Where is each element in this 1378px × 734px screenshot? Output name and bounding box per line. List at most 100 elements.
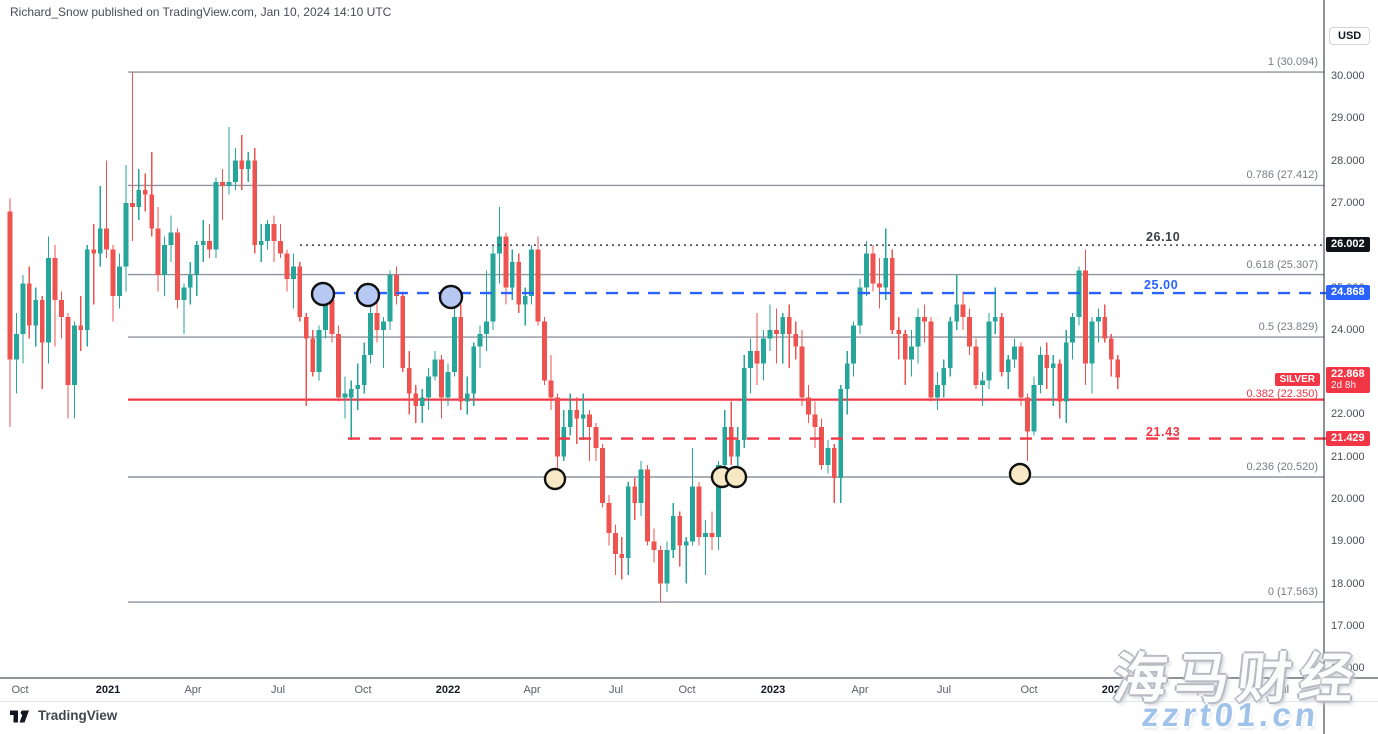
candle	[1018, 342, 1024, 406]
candle	[271, 215, 277, 263]
candle	[348, 380, 354, 440]
candle	[168, 215, 174, 263]
resistance-touch-marker-icon[interactable]	[355, 282, 381, 308]
candle	[406, 350, 412, 415]
candle	[844, 350, 850, 415]
annotation-label-21.43: 21.43	[1146, 425, 1181, 439]
time-axis-year-label: 2022	[435, 684, 461, 696]
time-axis[interactable]	[0, 679, 1378, 702]
candle	[1083, 249, 1088, 385]
candle	[574, 397, 580, 445]
candle	[1005, 355, 1011, 390]
candle	[786, 304, 792, 368]
candle	[954, 274, 960, 330]
time-axis-month-label: Apr	[184, 684, 202, 696]
candle	[484, 270, 489, 351]
candle	[342, 376, 348, 419]
candle	[46, 236, 52, 364]
candle	[767, 304, 773, 351]
resistance-touch-marker-icon[interactable]	[310, 281, 336, 307]
candle	[7, 198, 13, 428]
price-axis-label: 24.000	[1331, 323, 1365, 336]
candle	[65, 312, 71, 419]
candle	[400, 291, 406, 373]
candle	[548, 355, 554, 411]
candle	[187, 262, 193, 305]
fib-label-0: 0 (17.563)	[1267, 586, 1318, 599]
candle	[664, 541, 670, 593]
candle	[284, 249, 290, 292]
candle	[91, 224, 97, 305]
candle	[290, 253, 296, 309]
candle	[658, 545, 663, 603]
candle	[1012, 338, 1018, 368]
candle	[278, 224, 283, 258]
candle	[999, 312, 1005, 377]
price-axis-label: 27.000	[1331, 196, 1365, 209]
candle	[316, 325, 322, 381]
fib-label-0.382: 0.382 (22.350)	[1246, 387, 1318, 400]
candle	[864, 240, 869, 296]
candle	[1102, 304, 1108, 343]
candle	[329, 295, 335, 343]
currency-toggle-button[interactable]: USD	[1329, 27, 1371, 45]
price-badge-26.002: 26.002	[1326, 237, 1370, 253]
candle	[973, 338, 979, 390]
candle	[181, 283, 187, 335]
candle	[477, 325, 483, 368]
candle	[1044, 342, 1050, 390]
time-axis-year-label: 2021	[95, 684, 121, 696]
candle	[516, 253, 522, 313]
candle	[535, 236, 541, 326]
candle	[1070, 312, 1075, 360]
candle	[1063, 329, 1069, 423]
candle	[155, 207, 161, 292]
price-axis-label: 19.000	[1331, 535, 1365, 548]
candle	[889, 249, 895, 335]
support-touch-marker-icon[interactable]	[543, 467, 567, 491]
candle	[175, 228, 180, 309]
candle	[136, 169, 142, 220]
candle	[1038, 346, 1043, 394]
price-badge-21.429: 21.429	[1326, 430, 1370, 446]
time-axis-month-label: Apr	[523, 684, 541, 696]
candle	[690, 448, 696, 546]
candle	[1095, 308, 1101, 343]
candle	[561, 410, 567, 461]
candle	[97, 185, 103, 267]
time-axis-month-label: Apr	[1189, 684, 1207, 696]
candle	[909, 329, 914, 377]
tradingview-footer-link[interactable]: TradingView	[10, 708, 117, 723]
candle	[226, 126, 232, 195]
candle	[490, 245, 496, 330]
resistance-touch-marker-icon[interactable]	[438, 284, 464, 310]
candle	[387, 270, 393, 330]
support-touch-marker-icon[interactable]	[724, 465, 748, 489]
candle	[922, 304, 927, 343]
candle	[464, 376, 470, 415]
candle	[587, 410, 592, 461]
candle	[934, 372, 940, 411]
candle	[883, 228, 889, 301]
support-touch-marker-icon[interactable]	[1008, 462, 1032, 486]
candle	[947, 317, 953, 377]
candle	[426, 367, 431, 411]
candle	[728, 401, 734, 466]
candle	[149, 152, 155, 237]
candle	[580, 393, 586, 440]
candle	[960, 291, 966, 330]
candle	[793, 321, 799, 360]
price-axis-label: 30.000	[1331, 70, 1365, 82]
candle	[419, 389, 425, 423]
candle	[1115, 355, 1121, 390]
candle	[84, 245, 90, 347]
candle	[207, 224, 213, 258]
candle	[310, 329, 316, 377]
price-axis-label: 21.000	[1331, 450, 1365, 463]
candle	[735, 427, 741, 474]
candle	[670, 503, 676, 559]
candle	[233, 147, 238, 191]
candle	[59, 291, 64, 339]
candle	[1031, 376, 1037, 436]
